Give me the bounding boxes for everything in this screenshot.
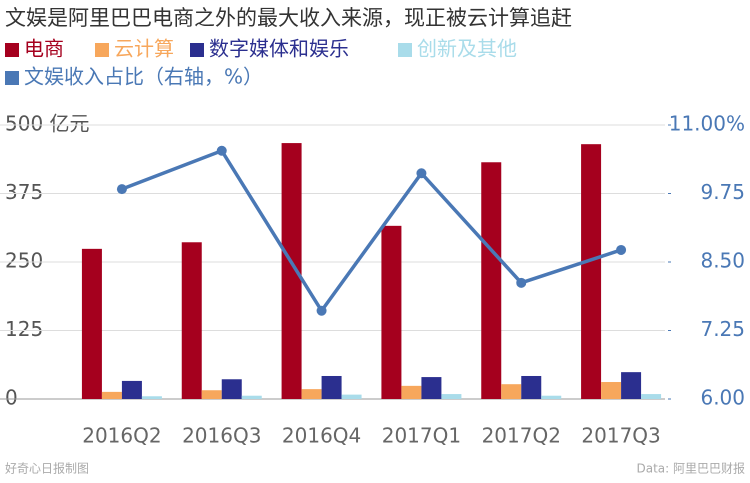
bar [641,394,662,399]
line [121,148,622,314]
bar [381,225,402,399]
bar [101,391,122,399]
x-tick-label: 2016Q4 [282,424,361,448]
y-tick-label: 250 [5,249,43,273]
bar [201,390,222,399]
x-tick-label: 2016Q3 [182,424,261,448]
y2-tick-label: 6.00 [700,386,745,410]
bar [221,379,242,399]
bar [581,144,602,399]
bar [341,394,362,399]
legend-label: 云计算 [114,37,174,61]
bar [141,396,162,399]
y-tick-label: 375 [5,180,43,204]
bar [601,382,622,399]
bar [301,389,322,399]
x-tick-label: 2016Q2 [82,424,161,448]
source: Data: 阿里巴巴财报 [636,461,745,476]
bar [521,375,542,399]
y2-tick-label: 7.25 [700,317,745,341]
bar [501,384,522,399]
legend-label: 电商 [24,37,64,61]
line-point [616,244,627,255]
legend-label: 创新及其他 [417,37,517,61]
bar [181,242,202,399]
chart-title: 文娱是阿里巴巴电商之外的最大收入来源，现正被云计算追赶 [5,6,572,30]
legend-swatch [5,43,19,57]
x-tick-label: 2017Q2 [482,424,561,448]
legend-label: 文娱收入占比（右轴，%） [24,65,263,89]
line-point [516,277,527,288]
y-tick-label: 0 [5,386,18,410]
legend-swatch [190,43,204,57]
legend-swatch [398,43,412,57]
bar [441,394,462,399]
x-tick-label: 2017Q3 [581,424,660,448]
bar [81,248,102,399]
bar [401,385,422,399]
bar [621,372,642,399]
x-tick-label: 2017Q1 [382,424,461,448]
bar [281,143,302,399]
bar [321,375,342,399]
legend-swatch [5,71,19,85]
line-point [216,145,227,156]
y-tick-label: 500 亿元 [5,112,90,136]
line-point [416,168,427,179]
legend-swatch [95,43,109,57]
y2-tick-label: 8.50 [700,249,745,273]
y2-tick-label: 9.75 [700,180,745,204]
bar [481,162,502,399]
bar [421,377,442,399]
bar [541,395,562,399]
line-point [116,184,127,195]
bar [241,395,262,399]
y2-tick-label: 11.00% [669,112,745,136]
credit: 好奇心日报制图 [5,461,89,476]
y-tick-label: 125 [5,317,43,341]
line-point [316,305,327,316]
bar [121,380,142,399]
legend-label: 数字媒体和娱乐 [209,37,349,61]
